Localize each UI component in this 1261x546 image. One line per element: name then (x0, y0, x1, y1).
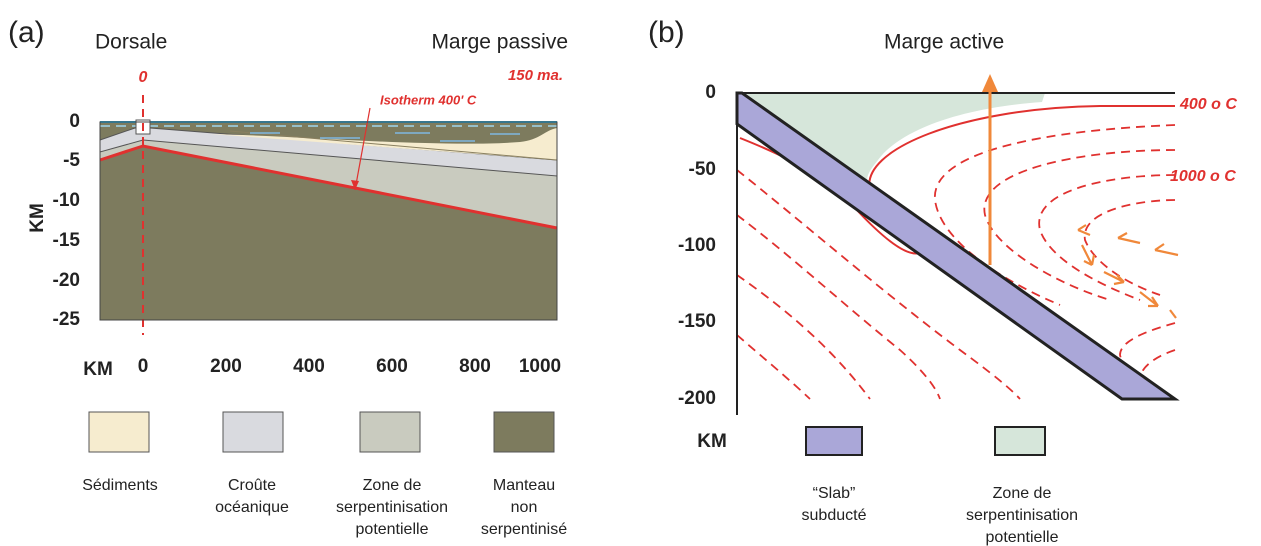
water-dashes (250, 132, 520, 142)
isotherm-line (99, 144, 558, 230)
x-tick-label: 600 (376, 356, 408, 377)
arrow-head (982, 74, 998, 92)
y-tick-label: -200 (678, 388, 716, 409)
legend-label: océanique (215, 499, 289, 516)
axis-unit: KM (697, 431, 727, 452)
y-tick-label: -50 (689, 159, 716, 180)
legend-label: potentielle (986, 529, 1059, 546)
isotherm-label: 400 o C (1179, 96, 1237, 113)
age-label: 150 ma. (508, 67, 563, 84)
x-tick-label: 0 (138, 356, 149, 377)
x-tick-label: 400 (293, 356, 325, 377)
plot-frame (99, 121, 558, 321)
legend-label: “Slab” (813, 485, 856, 502)
y-tick-label: -100 (678, 235, 716, 256)
y-tick-label: 0 (705, 82, 716, 103)
legend-label: Croûte (228, 477, 276, 494)
legend-label: serpentinisé (481, 521, 567, 538)
legend-swatch (359, 411, 421, 453)
x-tick-label: 1000 (519, 356, 561, 377)
legend-label: Manteau (493, 477, 555, 494)
y-tick-label: -20 (53, 270, 80, 291)
left-title: Dorsale (95, 31, 167, 54)
y-tick-label: -10 (53, 190, 80, 211)
flow-arrows (1077, 224, 1179, 319)
right-title: Marge passive (431, 31, 568, 54)
legend-swatch (805, 426, 863, 456)
sediment-base (229, 130, 558, 161)
x-axis-unit: KM (83, 359, 113, 380)
legend-swatch (493, 411, 555, 453)
serpentinization-zone (100, 140, 557, 228)
isotherm-label: Isotherm 400' C (380, 92, 477, 107)
panel-b: (b) Marge active (648, 16, 1237, 546)
y-tick-label: -25 (53, 309, 81, 330)
y-tick-label: 0 (69, 111, 80, 132)
legend-swatch (88, 411, 150, 453)
legend-label: serpentinisation (966, 507, 1078, 524)
y-tick-label: -150 (678, 311, 716, 332)
x-tick-label: 800 (459, 356, 491, 377)
serpentinization-zone (745, 93, 1045, 182)
legend-label: subducté (802, 507, 867, 524)
x-tick-label: 200 (210, 356, 242, 377)
title: Marge active (884, 31, 1004, 54)
ridge-marker: 0 (139, 69, 148, 86)
slab (735, 91, 1180, 401)
legend-label: Zone de (363, 477, 422, 494)
legend-swatch (222, 411, 284, 453)
legend-label: non (511, 499, 538, 516)
legend-label: Sédiments (82, 477, 158, 494)
isotherm-label: 1000 o C (1170, 168, 1236, 185)
panel-label: (b) (648, 16, 685, 49)
legend-label: serpentinisation (336, 499, 448, 516)
y-axis-label: KM (27, 203, 48, 233)
panel-label: (a) (8, 16, 45, 49)
y-tick-label: -15 (53, 230, 81, 251)
panel-a: (a) Dorsale Marge passive 0 150 ma. Isot… (8, 16, 568, 538)
legend-swatch (994, 426, 1046, 456)
legend-label: Zone de (993, 485, 1052, 502)
pointer-head (351, 180, 359, 190)
legend-label: potentielle (356, 521, 429, 538)
y-tick-label: -5 (63, 150, 80, 171)
